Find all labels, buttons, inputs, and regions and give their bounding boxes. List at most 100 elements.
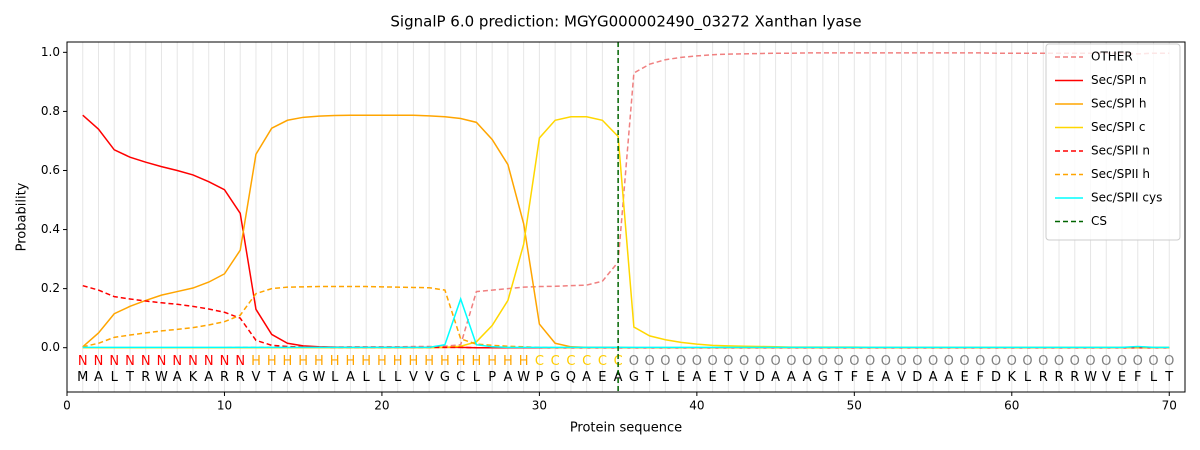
residue: E — [866, 370, 874, 385]
residue: P — [488, 370, 496, 385]
residue: Q — [566, 370, 576, 385]
residue-label: N — [109, 354, 119, 369]
series-line — [82, 284, 1170, 349]
residue: K — [1008, 370, 1017, 385]
residue-label: N — [78, 354, 88, 369]
residue: P — [535, 370, 543, 385]
residue-label: O — [1117, 354, 1127, 369]
residue: G — [550, 370, 560, 385]
residue-label: O — [1038, 354, 1048, 369]
residue: T — [723, 370, 732, 385]
series-line — [82, 296, 1170, 349]
residue: M — [77, 370, 88, 385]
legend-label: Sec/SPI n — [1091, 73, 1146, 87]
residue: A — [881, 370, 890, 385]
residue-label: H — [440, 354, 450, 369]
residue: A — [582, 370, 591, 385]
legend-label: OTHER — [1091, 50, 1133, 64]
residue: V — [1102, 370, 1111, 385]
residue-label: O — [1054, 354, 1064, 369]
residue-label: O — [833, 354, 843, 369]
residue: T — [125, 370, 134, 385]
y-tick-label: 0.6 — [41, 163, 60, 177]
residue: F — [977, 370, 984, 385]
residue-label: H — [283, 354, 293, 369]
residue-label: H — [314, 354, 324, 369]
legend-label: Sec/SPII h — [1091, 167, 1150, 181]
residue-label: H — [472, 354, 482, 369]
residue: G — [298, 370, 308, 385]
residue: A — [614, 370, 623, 385]
residue: G — [629, 370, 639, 385]
residue-label: O — [1007, 354, 1017, 369]
residue: A — [94, 370, 103, 385]
residue: K — [189, 370, 198, 385]
y-tick-label: 0.8 — [41, 104, 60, 118]
residue: V — [425, 370, 434, 385]
residue-label: O — [818, 354, 828, 369]
residue-label: O — [912, 354, 922, 369]
residue: A — [929, 370, 938, 385]
residue: G — [818, 370, 828, 385]
legend-label: Sec/SPII n — [1091, 144, 1150, 158]
residue: A — [283, 370, 292, 385]
residue: V — [252, 370, 261, 385]
residue-label: O — [692, 354, 702, 369]
residue: T — [645, 370, 654, 385]
residue: A — [503, 370, 512, 385]
residue-label: O — [1085, 354, 1095, 369]
residue: C — [456, 370, 465, 385]
residue: A — [787, 370, 796, 385]
residue-label: N — [141, 354, 151, 369]
residue: A — [803, 370, 812, 385]
residue-label: C — [614, 354, 623, 369]
residue: V — [740, 370, 749, 385]
x-tick-label: 70 — [1162, 399, 1177, 413]
y-tick-label: 1.0 — [41, 45, 60, 59]
residue-label: H — [503, 354, 513, 369]
residue: R — [1055, 370, 1064, 385]
residue: A — [204, 370, 213, 385]
residue-label: H — [377, 354, 387, 369]
residue: T — [834, 370, 843, 385]
residue-label: O — [991, 354, 1001, 369]
plot-frame — [66, 41, 1186, 393]
legend-label: CS — [1091, 214, 1107, 228]
residue-label: H — [409, 354, 419, 369]
residue: L — [662, 370, 670, 385]
legend-label: Sec/SPI c — [1091, 120, 1145, 134]
residue: D — [991, 370, 1001, 385]
residue-label: H — [346, 354, 356, 369]
residue: D — [912, 370, 922, 385]
residue: A — [692, 370, 701, 385]
residue: W — [517, 370, 530, 385]
residue-label: N — [94, 354, 104, 369]
residue-label: O — [802, 354, 812, 369]
residue-label: O — [1148, 354, 1158, 369]
residue: L — [1024, 370, 1032, 385]
residue-label: O — [645, 354, 655, 369]
residue-label: O — [1070, 354, 1080, 369]
residue-label: H — [424, 354, 434, 369]
residue: R — [141, 370, 150, 385]
legend-label: Sec/SPI h — [1091, 97, 1146, 111]
y-axis-label: Probability — [15, 182, 30, 251]
residue: T — [267, 370, 276, 385]
residue: L — [331, 370, 339, 385]
residue-label: O — [975, 354, 985, 369]
residue-label: H — [393, 354, 403, 369]
residue-label: O — [786, 354, 796, 369]
residue-label: O — [723, 354, 733, 369]
residue: E — [708, 370, 716, 385]
residue: W — [313, 370, 326, 385]
series-line — [82, 285, 1170, 349]
residue-label: O — [1022, 354, 1032, 369]
y-tick-label: 0.0 — [41, 340, 60, 354]
residue: A — [944, 370, 953, 385]
residue-label: O — [944, 354, 954, 369]
residue-label: C — [535, 354, 544, 369]
series-line — [82, 52, 1170, 349]
residue-label: N — [125, 354, 135, 369]
x-tick-label: 50 — [847, 399, 862, 413]
